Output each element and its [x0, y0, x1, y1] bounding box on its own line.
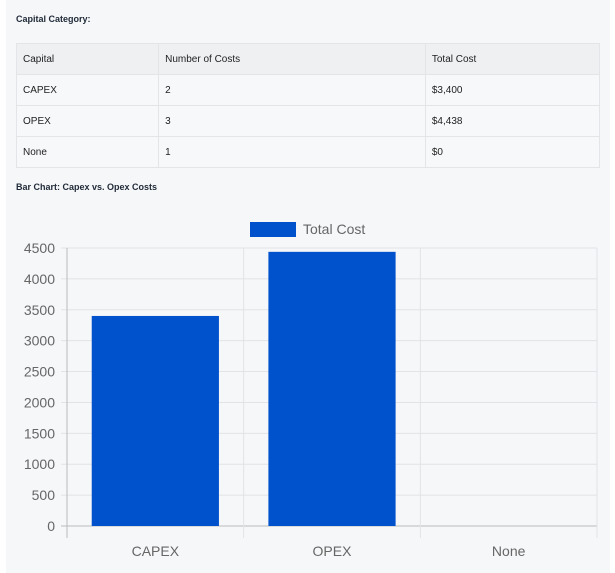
y-tick-label: 1500	[24, 425, 55, 441]
y-tick-label: 4500	[24, 240, 55, 256]
table-row: None 1 $0	[15, 136, 601, 168]
cell: 3	[158, 105, 426, 137]
cell: 1	[158, 136, 426, 168]
cell: None	[15, 136, 160, 168]
table-row: OPEX 3 $4,438	[15, 105, 601, 137]
table-row: CAPEX 2 $3,400	[15, 74, 601, 106]
x-tick-label: CAPEX	[132, 543, 180, 559]
bar-opex	[268, 251, 396, 526]
header-number-of-costs: Number of Costs	[158, 43, 426, 75]
table-header-row: Capital Number of Costs Total Cost	[15, 43, 601, 75]
cell: $3,400	[424, 74, 601, 106]
section-title: Capital Category:	[16, 14, 91, 24]
y-tick-label: 4000	[24, 271, 55, 287]
header-capital: Capital	[15, 43, 160, 75]
x-tick-label: None	[492, 543, 526, 559]
cell: CAPEX	[15, 74, 160, 106]
capital-table: Capital Number of Costs Total Cost CAPEX…	[15, 43, 601, 168]
header-total-cost: Total Cost	[424, 43, 601, 75]
legend-swatch	[250, 222, 296, 237]
chart-title: Bar Chart: Capex vs. Opex Costs	[16, 182, 158, 192]
bar-capex	[91, 315, 219, 526]
bar-chart: Total Cost 0 500 1000 1500 2000 2500 3000 3500 4…	[24, 221, 598, 559]
y-tick-label: 2000	[24, 394, 55, 410]
y-tick-label: 0	[47, 518, 55, 534]
y-tick-label: 3000	[24, 333, 55, 349]
cell: $0	[424, 136, 601, 168]
cell: $4,438	[424, 105, 601, 137]
cell: OPEX	[15, 105, 160, 137]
y-tick-label: 2500	[24, 364, 55, 380]
x-tick-label: OPEX	[313, 543, 353, 559]
y-tick-label: 1000	[24, 456, 55, 472]
y-tick-label: 3500	[24, 302, 55, 318]
cell: 2	[158, 74, 426, 106]
y-tick-label: 500	[32, 487, 56, 503]
legend-label[interactable]: Total Cost	[303, 221, 365, 237]
